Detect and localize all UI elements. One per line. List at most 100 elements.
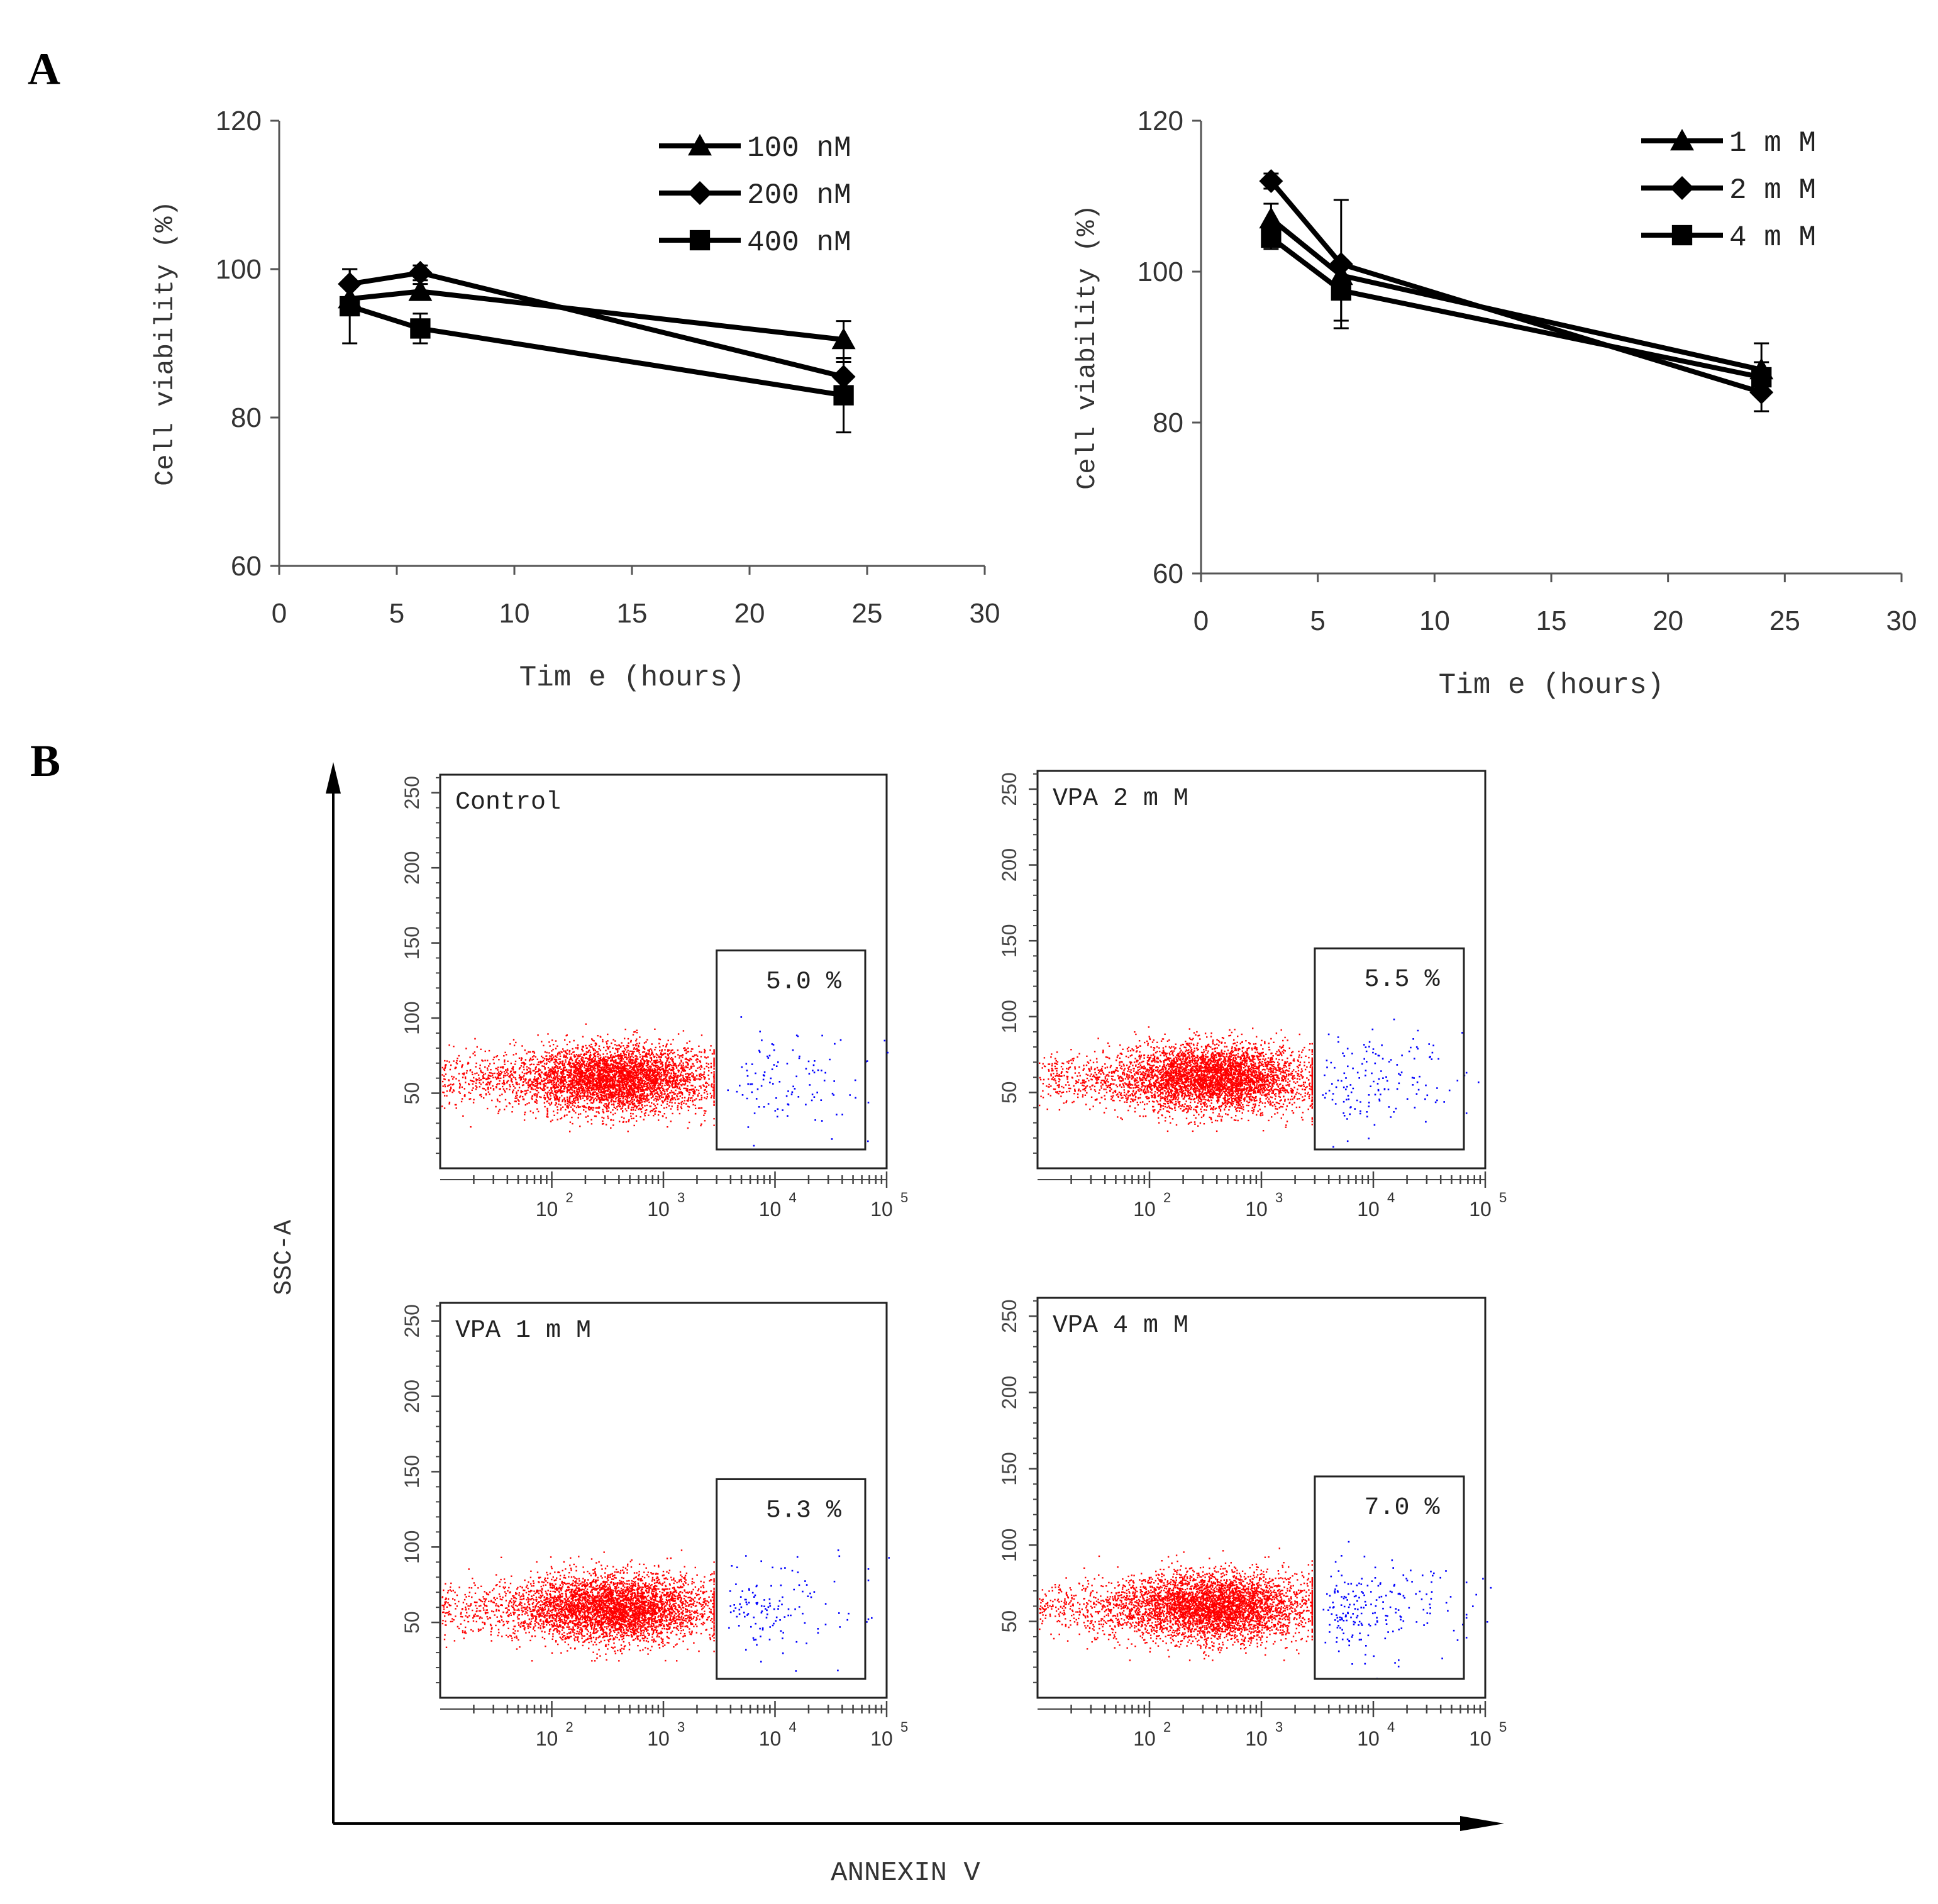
data-point-diamond: [408, 260, 433, 285]
x-tick-label: 30: [1886, 606, 1917, 636]
x-tick-label: 15: [1536, 606, 1567, 636]
panel-condition-label: Control: [455, 789, 561, 817]
y-tick-label: 60: [1153, 558, 1183, 589]
x-tick-exponent: 3: [1275, 1190, 1283, 1205]
legend-marker-diamond: [1670, 176, 1694, 200]
legend-label: 400 nM: [747, 226, 851, 259]
x-tick-base: 10: [536, 1198, 558, 1220]
legend-label: 200 nM: [747, 179, 851, 212]
y-tick-label: 50: [998, 1610, 1021, 1633]
y-tick-label: 50: [401, 1082, 423, 1105]
y-axis-label: Cell viability (%): [1072, 204, 1102, 490]
flow-y-axis-arrow-icon: [326, 762, 341, 794]
panel-condition-label: VPA 4 m M: [1053, 1312, 1188, 1340]
y-tick-label: 60: [231, 551, 262, 582]
y-tick-label: 150: [998, 924, 1021, 957]
gate-percentage: 5.0 %: [766, 968, 842, 997]
x-tick-base: 10: [647, 1727, 670, 1750]
x-tick-exponent: 4: [789, 1719, 797, 1735]
legend-marker-triangle: [688, 134, 712, 156]
panel-condition-label: VPA 1 m M: [455, 1317, 591, 1345]
x-tick-label: 25: [852, 598, 883, 629]
x-tick-label: 5: [1310, 606, 1325, 636]
flow-panel-vpa-1mm: 5.3 % VPA 1 m M 50 100 150 200 250 10 2 10 3 10 4 10 5: [401, 1302, 908, 1750]
gate-percentage: 7.0 %: [1364, 1494, 1440, 1522]
x-tick-base: 10: [536, 1727, 558, 1750]
x-tick-base: 10: [759, 1727, 782, 1750]
gate-percentage: 5.5 %: [1364, 966, 1440, 994]
y-tick-label: 100: [1138, 257, 1183, 287]
data-point-square: [410, 318, 431, 339]
x-tick-label: 25: [1769, 606, 1800, 636]
data-point-square: [1261, 227, 1282, 248]
x-tick-exponent: 3: [677, 1719, 685, 1735]
y-tick-label: 100: [401, 1001, 423, 1034]
plot-frame: [1036, 1297, 1487, 1699]
legend-marker-square: [689, 230, 711, 251]
x-tick-label: 30: [970, 598, 1000, 629]
x-tick-label: 20: [1653, 606, 1683, 636]
y-tick-label: 50: [401, 1611, 423, 1634]
x-tick-exponent: 2: [1163, 1719, 1171, 1735]
viability-chart-right: 60 80 100 120 0 5 10 15 20 25 30 Cell viability (%)…: [1072, 106, 1917, 702]
y-tick-label: 250: [998, 1299, 1021, 1332]
y-tick-label: 200: [998, 848, 1021, 882]
x-tick-base: 10: [1357, 1198, 1380, 1220]
flow-xlabel: ANNEXIN V: [831, 1857, 980, 1889]
y-tick-label: 80: [231, 402, 262, 433]
legend-label: 4 m M: [1729, 221, 1816, 254]
y-tick-label: 100: [401, 1530, 423, 1564]
x-tick-exponent: 5: [900, 1719, 908, 1735]
x-axis-label: Tim e (hours): [519, 661, 745, 694]
y-tick-label: 100: [998, 1529, 1021, 1562]
x-tick-base: 10: [1245, 1198, 1268, 1220]
data-point-square: [340, 296, 360, 317]
x-tick-base: 10: [1357, 1727, 1380, 1750]
x-axis-label: Tim e (hours): [1439, 669, 1664, 702]
x-tick-base: 10: [1133, 1198, 1156, 1220]
y-tick-label: 100: [998, 1000, 1021, 1033]
flow-panel-vpa-4mm: 7.0 % VPA 4 m M 50 100 150 200 250 10 2 10 3 10 4 10 5: [998, 1297, 1507, 1750]
x-tick-exponent: 5: [1499, 1190, 1507, 1205]
flow-ylabel: SSC-A: [270, 1220, 299, 1295]
y-tick-label: 200: [401, 851, 423, 884]
gate-percentage: 5.3 %: [766, 1497, 842, 1525]
live-cell-population: [1039, 1026, 1313, 1132]
x-tick-exponent: 3: [1275, 1719, 1283, 1735]
flow-panel-control: 5.0 % Control 50 100 150 200 250 10 2 10 3 10 4 10 5: [401, 773, 908, 1220]
x-tick-base: 10: [1469, 1198, 1492, 1220]
x-tick-exponent: 4: [789, 1190, 797, 1205]
x-tick-exponent: 2: [1163, 1190, 1171, 1205]
x-tick-label: 0: [1193, 606, 1209, 636]
y-tick-label: 80: [1153, 407, 1183, 438]
x-tick-exponent: 5: [900, 1190, 908, 1205]
legend-marker-square: [1671, 224, 1693, 246]
y-tick-label: 200: [401, 1380, 423, 1413]
x-tick-base: 10: [1245, 1727, 1268, 1750]
data-point-square: [1331, 280, 1351, 301]
y-tick-label: 150: [401, 1455, 423, 1488]
x-tick-exponent: 4: [1387, 1719, 1395, 1735]
x-tick-exponent: 4: [1387, 1190, 1395, 1205]
x-tick-base: 10: [870, 1727, 893, 1750]
x-tick-exponent: 2: [566, 1190, 573, 1205]
apoptosis-gate: [1314, 1475, 1465, 1680]
flow-outer-axes: SSC-A ANNEXIN V: [270, 762, 1504, 1889]
x-tick-label: 0: [272, 598, 287, 629]
viability-chart-left: 60 80 100 120 0 5 10 15 20 25 30 Cell viability (%)…: [150, 106, 1000, 694]
y-tick-label: 50: [998, 1082, 1021, 1104]
x-tick-base: 10: [1133, 1727, 1156, 1750]
x-tick-base: 10: [647, 1198, 670, 1220]
legend-marker-triangle: [1670, 129, 1694, 151]
apoptosis-gate: [1314, 947, 1465, 1151]
flow-x-axis-arrow-icon: [1460, 1816, 1504, 1831]
y-tick-label: 150: [998, 1452, 1021, 1485]
legend-label: 1 m M: [1729, 127, 1816, 160]
apoptosis-gate: [716, 949, 867, 1151]
y-tick-label: 100: [216, 254, 262, 285]
x-tick-label: 5: [389, 598, 404, 629]
apoptosis-gate: [716, 1478, 867, 1680]
data-point-triangle: [408, 279, 433, 301]
y-tick-label: 250: [401, 1304, 423, 1337]
